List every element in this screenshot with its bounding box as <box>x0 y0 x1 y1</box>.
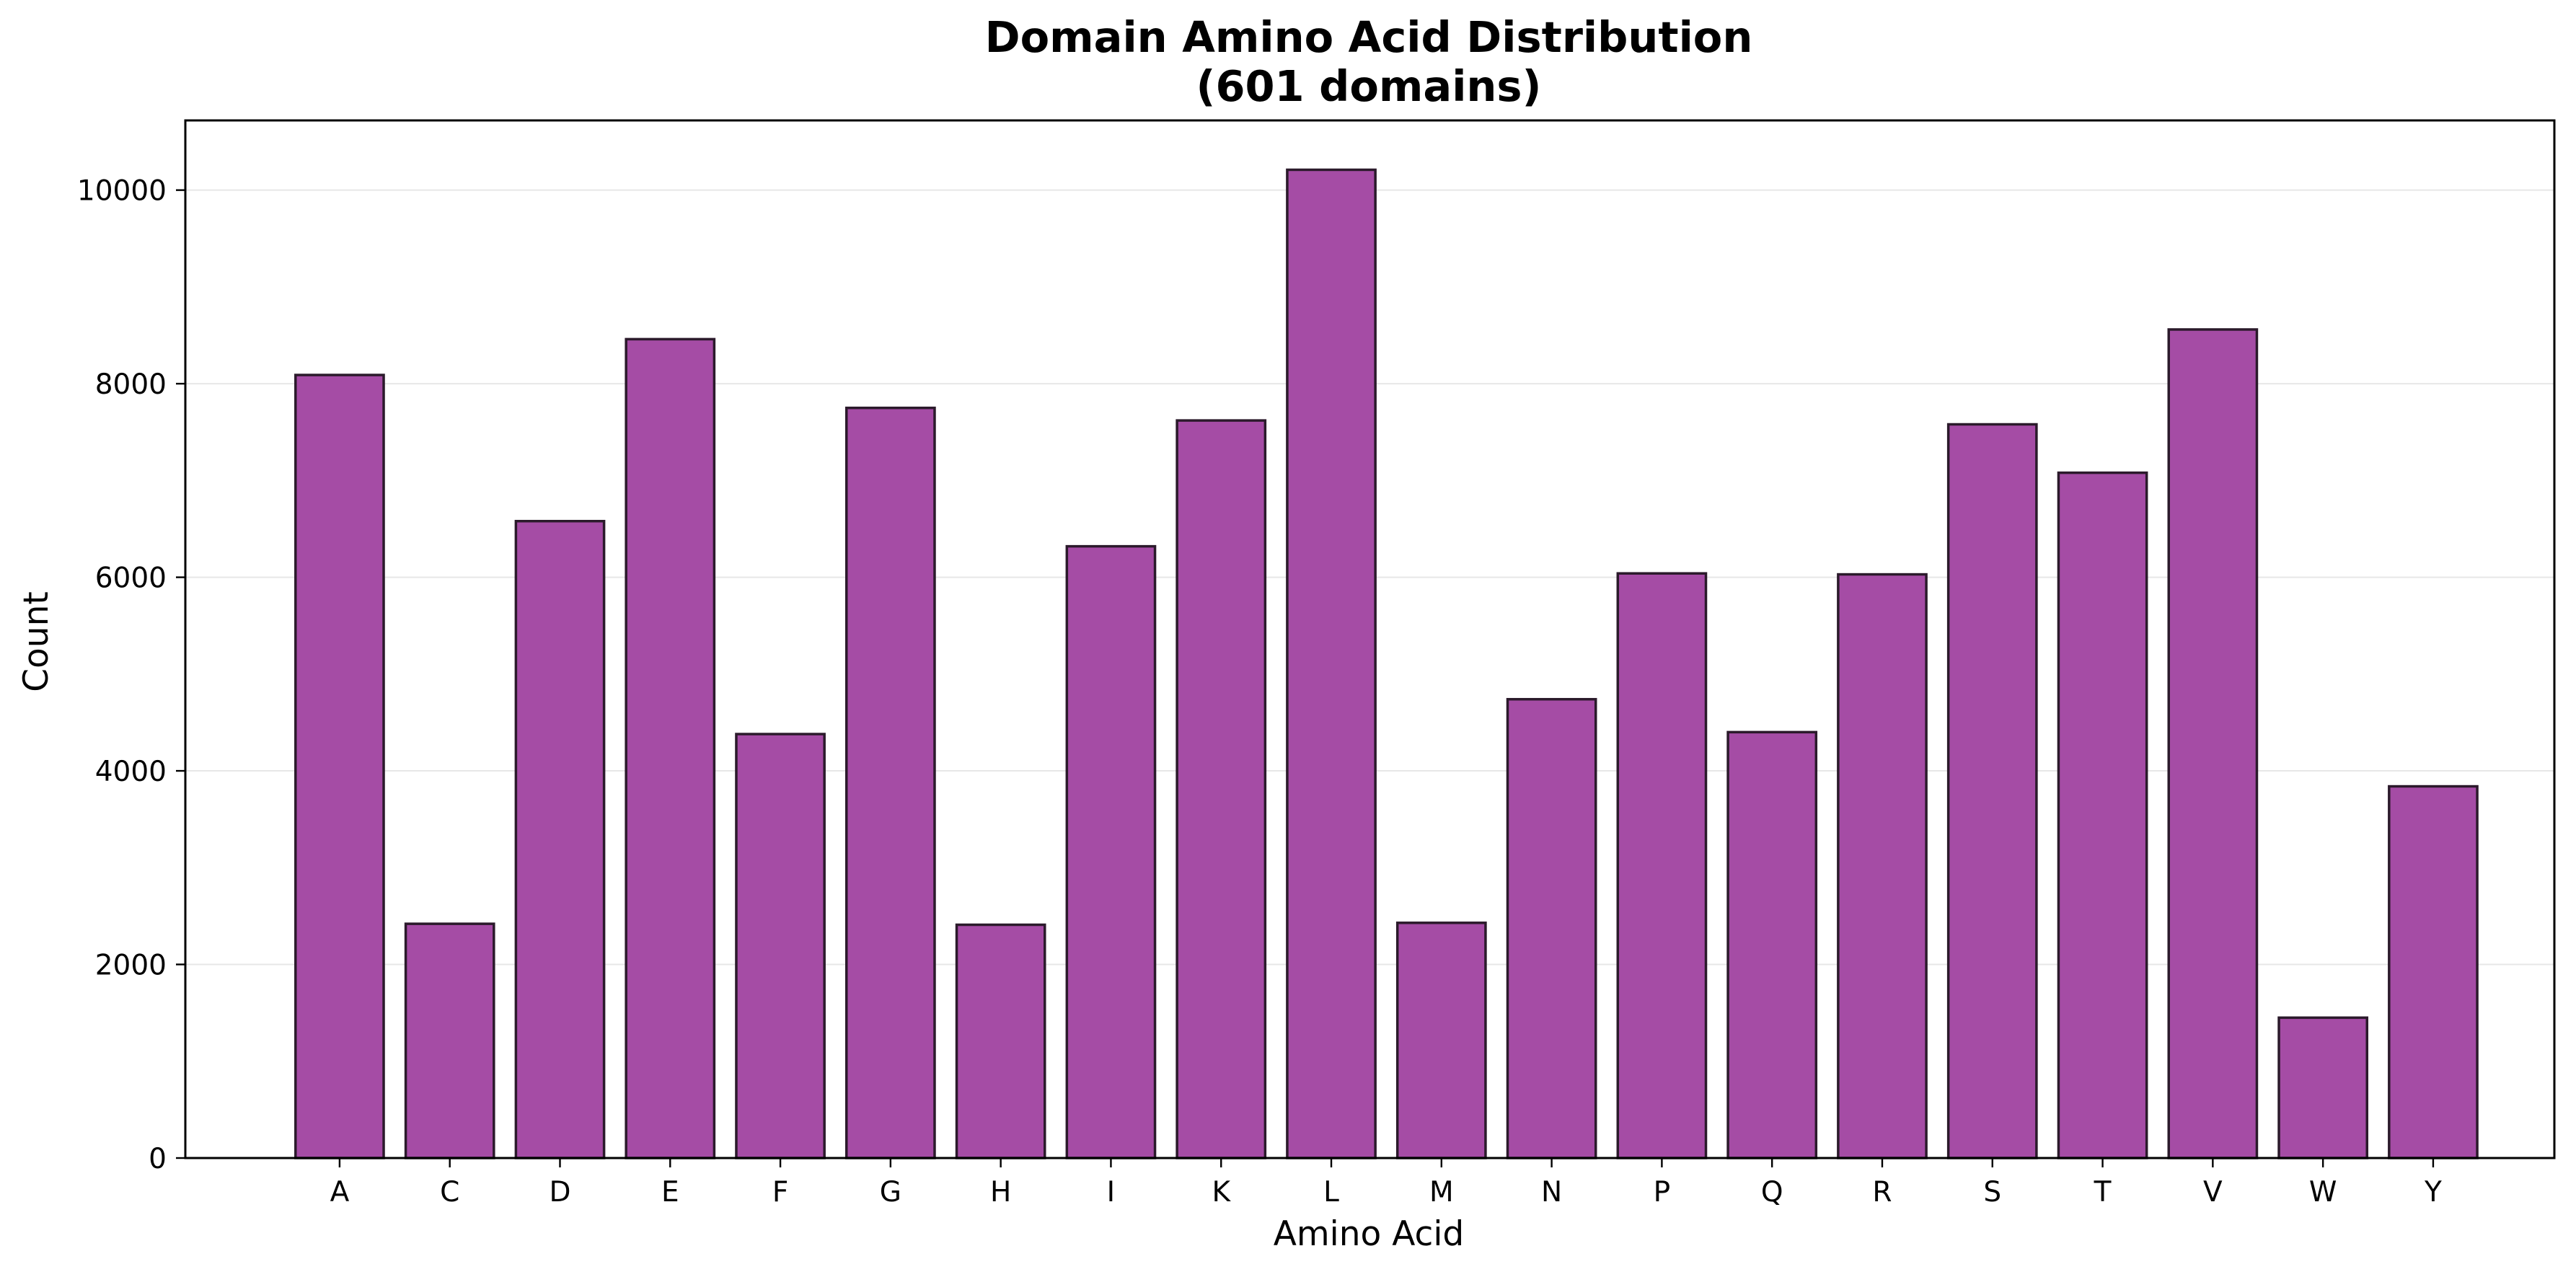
bar-a <box>294 374 385 1159</box>
y-axis-label: Count <box>17 591 56 692</box>
bar-n <box>1506 697 1597 1159</box>
bar-k <box>1175 419 1267 1159</box>
y-tick-label: 4000 <box>95 756 167 788</box>
x-tick-label: M <box>1429 1176 1454 1208</box>
x-tick-label: G <box>880 1176 901 1208</box>
bar-m <box>1395 922 1487 1159</box>
y-tick-label: 0 <box>149 1143 167 1175</box>
bar-f <box>735 733 826 1159</box>
bar-d <box>514 519 606 1159</box>
x-tick-label: A <box>330 1176 350 1208</box>
x-tick-label: C <box>440 1176 459 1208</box>
bar-e <box>625 337 716 1159</box>
bar-h <box>955 923 1046 1159</box>
bar-r <box>1837 573 1928 1159</box>
x-tick-label: F <box>772 1176 788 1208</box>
bar-p <box>1616 572 1708 1159</box>
x-tick-label: N <box>1541 1176 1562 1208</box>
chart-subtitle: (601 domains) <box>1196 61 1541 111</box>
x-tick-label: W <box>2309 1176 2337 1208</box>
chart-title: Domain Amino Acid Distribution <box>985 12 1753 62</box>
bar-i <box>1065 544 1157 1159</box>
plot-frame <box>184 119 2556 1159</box>
bar-l <box>1286 168 1377 1159</box>
y-tick-label: 8000 <box>95 368 167 401</box>
x-tick-label: E <box>661 1176 679 1208</box>
x-tick-label: S <box>1983 1176 2001 1208</box>
x-tick-label: D <box>549 1176 570 1208</box>
bar-c <box>404 922 495 1159</box>
bar-y <box>2388 785 2479 1159</box>
x-tick-label: Y <box>2424 1176 2442 1208</box>
y-tick-label: 10000 <box>77 175 167 208</box>
x-tick-label: T <box>2094 1176 2112 1208</box>
x-tick-label: P <box>1654 1176 1671 1208</box>
y-axis: 0 2000 4000 6000 8000 10000 <box>77 175 185 1175</box>
x-tick-label: H <box>990 1176 1011 1208</box>
y-tick-label: 2000 <box>95 950 167 982</box>
x-tick-label: V <box>2203 1176 2223 1208</box>
bars <box>294 168 2479 1159</box>
x-tick-label: L <box>1323 1176 1339 1208</box>
bar-g <box>844 406 936 1159</box>
x-tick-label: R <box>1872 1176 1892 1208</box>
x-tick-label: Q <box>1761 1176 1783 1208</box>
bar-t <box>2057 471 2148 1159</box>
bar-q <box>1726 730 1818 1159</box>
x-axis-label: Amino Acid <box>1274 1214 1465 1254</box>
bar-s <box>1946 423 2038 1159</box>
bar-w <box>2277 1016 2369 1159</box>
x-tick-label: K <box>1212 1176 1231 1208</box>
bar-v <box>2167 328 2259 1159</box>
y-tick-label: 6000 <box>95 562 167 595</box>
x-tick-label: I <box>1107 1176 1116 1208</box>
